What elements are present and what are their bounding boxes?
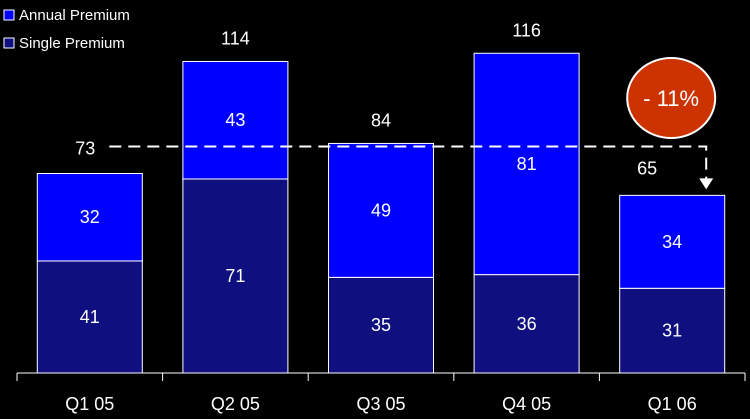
bar-annual-q1-06 — [619, 194, 726, 289]
label-total-q2-05: 114 — [221, 28, 250, 48]
bar-annual-q1-05 — [36, 173, 143, 262]
label-total-q3-05: 84 — [371, 110, 391, 130]
tick-label-q1-05: Q1 05 — [65, 394, 114, 414]
tick-label-q2-05: Q2 05 — [211, 394, 260, 414]
label-annual-q1-05: 32 — [80, 207, 100, 227]
label-single-q3-05: 35 — [371, 315, 391, 335]
label-total-q1-05: 73 — [75, 139, 95, 159]
change-bubble — [626, 57, 717, 139]
legend-swatch-single-premium — [3, 37, 15, 49]
label-single-q1-06: 31 — [662, 321, 682, 341]
x-axis: Q1 05 Q2 05 Q3 05 Q4 05 Q1 06 — [16, 372, 746, 414]
tick-label-q4-05: Q4 05 — [502, 394, 551, 414]
legend: Annual Premium Single Premium — [3, 7, 130, 52]
bar-annual-q3-05 — [328, 142, 434, 278]
bar-single-q3-05 — [328, 276, 434, 374]
legend-swatch-annual-premium — [3, 9, 15, 21]
bar-single-q1-05 — [36, 260, 143, 374]
comparison-dashed-line — [109, 145, 708, 183]
bars: 41 32 73 71 43 114 35 49 84 36 81 116 31 34 65 — [36, 20, 726, 374]
label-annual-q3-05: 49 — [371, 200, 391, 220]
legend-label-annual-premium: Annual Premium — [19, 7, 130, 24]
label-single-q2-05: 71 — [225, 266, 245, 286]
annotation: - 11% — [109, 57, 717, 190]
label-single-q4-05: 36 — [517, 314, 537, 334]
label-annual-q1-06: 34 — [662, 232, 682, 252]
label-total-q1-06: 65 — [637, 158, 657, 178]
label-annual-q4-05: 81 — [517, 154, 537, 174]
bar-annual-q2-05 — [182, 60, 289, 180]
change-bubble-label: - 11% — [643, 86, 699, 111]
tick-label-q3-05: Q3 05 — [356, 394, 405, 414]
label-total-q4-05: 116 — [512, 20, 541, 40]
label-single-q1-05: 41 — [80, 307, 100, 327]
comparison-arrowhead — [699, 178, 714, 190]
bar-annual-q4-05 — [473, 52, 580, 276]
label-annual-q2-05: 43 — [225, 110, 245, 130]
tick-label-q1-06: Q1 06 — [648, 394, 697, 414]
legend-label-single-premium: Single Premium — [19, 35, 125, 52]
